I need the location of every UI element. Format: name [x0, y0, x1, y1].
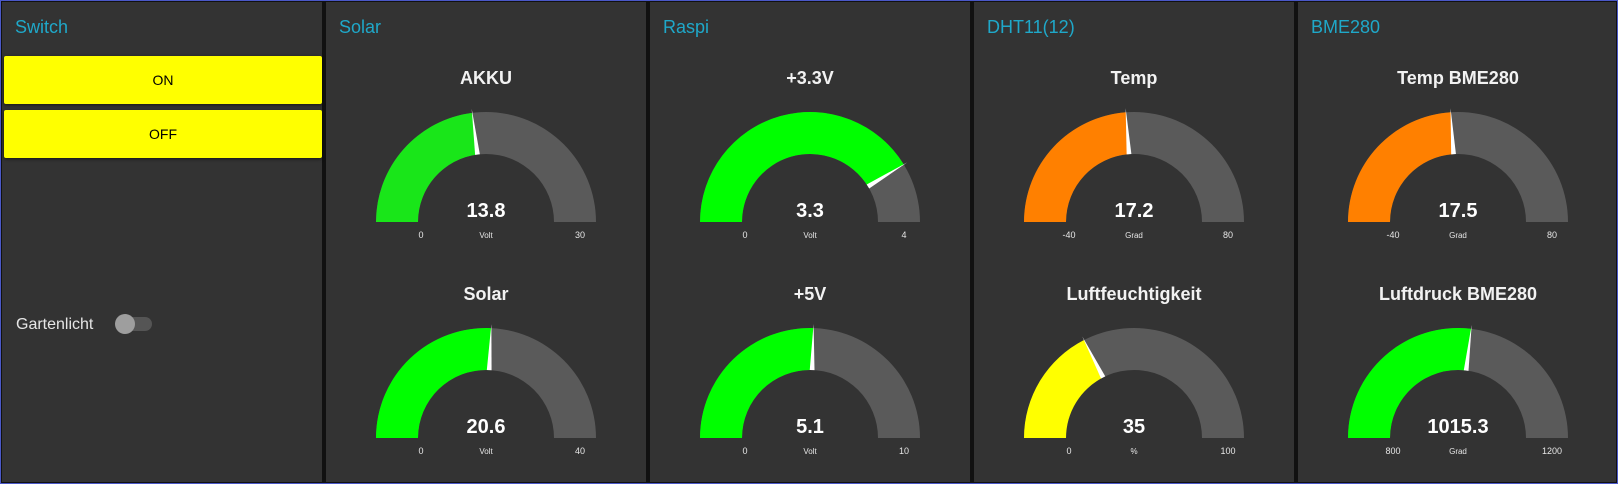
gauge-title: Luftdruck BME280 [1378, 284, 1538, 304]
gauge-title: AKKU [460, 68, 512, 88]
gauge-max: 80 [1222, 230, 1233, 240]
gauge-luftfeuchtigkeit: Luftfeuchtigkeit 35% 0 100 [974, 284, 1294, 484]
group-bme280: BME280 Temp BME280 17.5 Grad -40 80 Luftdruc… [1298, 2, 1616, 482]
group-title: Raspi [663, 17, 710, 37]
gauge-value: 35 [1122, 416, 1146, 438]
gauge-temp: Temp 17.2 Grad -40 80 [974, 68, 1294, 268]
gauge-fill [376, 112, 478, 222]
gauge-needle [1450, 108, 1456, 155]
gauge-value: 5.1 [796, 416, 824, 438]
gauge-value: 13.8 [466, 200, 506, 222]
gauge-units: % [1130, 447, 1138, 456]
gauge-max: 30 [574, 230, 585, 240]
gauge-fill [1348, 328, 1472, 438]
gauge-fill [700, 112, 904, 222]
gauge-min: -40 [1386, 230, 1400, 240]
gauge-max: 100 [1220, 446, 1236, 456]
gauge-value: 20.6 [466, 416, 506, 438]
gauge-value: 17.5 [1438, 200, 1478, 222]
group-title: BME280 [1311, 17, 1381, 37]
gauge-min: 0 [742, 446, 748, 456]
gauge-dial [700, 324, 920, 438]
group-title: DHT11(12) [987, 17, 1075, 37]
group-title: Solar [339, 17, 382, 37]
gauge-title: Luftfeuchtigkeit [1066, 284, 1202, 304]
gauge-dial [1348, 324, 1568, 438]
gauge-min: 800 [1385, 446, 1401, 456]
gauge-title: Temp [1110, 68, 1158, 88]
gauge-fill [1348, 112, 1454, 222]
gauge-value: 3.3 [796, 200, 824, 222]
gauge-needle [809, 324, 815, 371]
gauge-needle [486, 324, 492, 371]
gauge-min: 0 [742, 230, 748, 240]
gauge-needle [866, 162, 908, 189]
gauge-min: 0 [1066, 446, 1072, 456]
toggle-knob [115, 314, 135, 334]
gauge-solar: Solar 20.6 Volt 0 40 [326, 284, 646, 484]
gauge-needle [471, 108, 480, 155]
gauge-title: +3.3V [786, 68, 834, 88]
gauge-value: 17.2 [1114, 200, 1154, 222]
gauge-units: Volt [803, 231, 817, 240]
gartenlicht-label: Gartenlicht [16, 316, 94, 333]
gauge-temp-bme280: Temp BME280 17.5 Grad -40 80 [1298, 68, 1618, 268]
gauge-dial [1024, 108, 1244, 222]
group-dht11: DHT11(12) Temp 17.2 Grad -40 80 Luftfeuchtig… [974, 2, 1294, 482]
gauge-fill [376, 328, 492, 438]
off-button[interactable]: OFF [4, 110, 322, 158]
gauge-dial [376, 108, 596, 222]
group-switch: Switch ON OFF Gartenlicht [2, 2, 322, 482]
gauge-title: Temp BME280 [1397, 68, 1519, 88]
gauge-units: Volt [479, 231, 493, 240]
gauge-title: Solar [463, 284, 509, 304]
gauge-title: +5V [793, 284, 827, 304]
gauge-min: 0 [418, 230, 424, 240]
gauge-units: Grad [1449, 231, 1467, 240]
group-solar: Solar AKKU 13.8 Volt 0 30 Solar 20.6 Volt 0 40 [326, 2, 646, 482]
gauge-units: Volt [479, 447, 493, 456]
gauge-max: 10 [898, 446, 909, 456]
gauge-3v3: +3.3V 3.3 Volt 0 4 [650, 68, 970, 268]
gauge-dial [376, 324, 596, 438]
gauge-units: Grad [1125, 231, 1143, 240]
gauge-luftdruck-bme280: Luftdruck BME280 1015.3 Grad 800 1200 [1298, 284, 1618, 484]
gauge-max: 1200 [1541, 446, 1563, 456]
gauge-needle [1082, 336, 1106, 379]
gauge-min: -40 [1062, 230, 1076, 240]
gauge-needle [1125, 108, 1132, 155]
gauge-fill [1024, 339, 1104, 438]
gauge-akku: AKKU 13.8 Volt 0 30 [326, 68, 646, 268]
gauge-dial [1348, 108, 1568, 222]
gauge-units: Grad [1449, 447, 1467, 456]
gauge-5v: +5V 5.1 Volt 0 10 [650, 284, 970, 484]
gauge-needle [1463, 324, 1472, 371]
gauge-min: 0 [418, 446, 424, 456]
gauge-max: 80 [1546, 230, 1557, 240]
gauge-dial [700, 112, 920, 222]
gauge-fill [1024, 112, 1130, 222]
gauge-dial [1024, 328, 1244, 438]
gauge-max: 4 [901, 230, 907, 240]
gauge-value: 1015.3 [1427, 416, 1489, 438]
group-title: Switch [15, 17, 69, 37]
group-raspi: Raspi +3.3V 3.3 Volt 0 4 +5V 5.1 Volt 0 10 [650, 2, 970, 482]
gauge-max: 40 [574, 446, 585, 456]
on-button[interactable]: ON [4, 56, 322, 104]
gauge-units: Volt [803, 447, 817, 456]
gauge-fill [700, 328, 814, 438]
gartenlicht-toggle[interactable] [115, 314, 152, 334]
